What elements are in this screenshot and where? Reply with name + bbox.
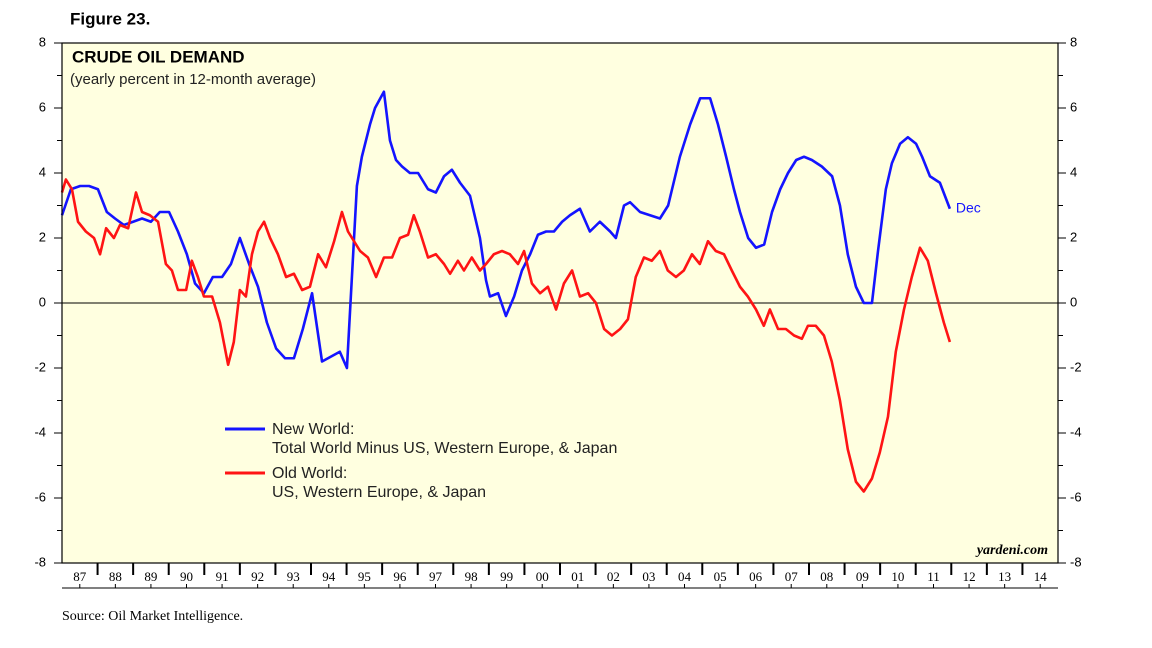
x-tick-label: 06 bbox=[749, 569, 763, 584]
x-tick-label: 90 bbox=[180, 569, 193, 584]
x-tick-label: 11 bbox=[927, 569, 940, 584]
source-note: Source: Oil Market Intelligence. bbox=[62, 609, 243, 624]
x-tick-label: 10 bbox=[891, 569, 904, 584]
legend-description: US, Western Europe, & Japan bbox=[272, 484, 486, 501]
chart-title: CRUDE OIL DEMAND bbox=[72, 47, 245, 66]
x-tick-label: 94 bbox=[322, 569, 336, 584]
y-tick-label: -6 bbox=[34, 489, 46, 504]
x-tick-label: 99 bbox=[500, 569, 513, 584]
y-tick-label: -4 bbox=[34, 424, 46, 439]
x-tick-label: 00 bbox=[536, 569, 549, 584]
y2-tick-label: 0 bbox=[1070, 294, 1077, 309]
y2-tick-label: 4 bbox=[1070, 164, 1077, 179]
y2-tick-label: 6 bbox=[1070, 99, 1077, 114]
y-tick-label: -2 bbox=[34, 359, 46, 374]
x-tick-label: 14 bbox=[1034, 569, 1048, 584]
y2-tick-label: -6 bbox=[1070, 489, 1082, 504]
y-tick-label: -8 bbox=[34, 554, 46, 569]
chart-subtitle: (yearly percent in 12-month average) bbox=[70, 71, 316, 88]
y2-tick-label: -8 bbox=[1070, 554, 1082, 569]
legend-label: New World: bbox=[272, 421, 354, 438]
y-tick-label: 6 bbox=[39, 99, 46, 114]
y-tick-label: 0 bbox=[39, 294, 46, 309]
annotation: Dec bbox=[956, 199, 981, 215]
x-tick-label: 02 bbox=[607, 569, 620, 584]
x-tick-label: 12 bbox=[963, 569, 976, 584]
y2-tick-label: -2 bbox=[1070, 359, 1082, 374]
x-tick-label: 87 bbox=[73, 569, 87, 584]
watermark: yardeni.com bbox=[975, 543, 1048, 558]
x-tick-label: 04 bbox=[678, 569, 692, 584]
x-tick-label: 91 bbox=[216, 569, 229, 584]
x-tick-label: 98 bbox=[465, 569, 478, 584]
legend-label: Old World: bbox=[272, 465, 347, 482]
x-tick-label: 07 bbox=[785, 569, 799, 584]
y-tick-label: 8 bbox=[39, 34, 46, 49]
x-tick-label: 97 bbox=[429, 569, 443, 584]
x-tick-label: 89 bbox=[144, 569, 157, 584]
y-tick-label: 2 bbox=[39, 229, 46, 244]
x-tick-label: 88 bbox=[109, 569, 122, 584]
x-tick-label: 96 bbox=[393, 569, 407, 584]
y-tick-label: 4 bbox=[39, 164, 46, 179]
y2-tick-label: 2 bbox=[1070, 229, 1077, 244]
x-tick-label: 09 bbox=[856, 569, 869, 584]
x-tick-label: 93 bbox=[287, 569, 300, 584]
legend-description: Total World Minus US, Western Europe, & … bbox=[272, 440, 617, 457]
x-tick-label: 13 bbox=[998, 569, 1011, 584]
series-line bbox=[60, 90, 952, 370]
series-line bbox=[60, 178, 952, 493]
y2-tick-label: 8 bbox=[1070, 34, 1077, 49]
y2-tick-label: -4 bbox=[1070, 424, 1082, 439]
x-tick-label: 05 bbox=[714, 569, 727, 584]
x-tick-label: 08 bbox=[820, 569, 833, 584]
x-tick-label: 01 bbox=[571, 569, 584, 584]
figure-label: Figure 23. bbox=[70, 9, 150, 28]
x-tick-label: 03 bbox=[642, 569, 655, 584]
plot: -8 -8-6 -6-4 -4-2 -20 02 24 46 68 887 88 89 90 91 92 93… bbox=[34, 34, 1082, 589]
plot-border bbox=[61, 42, 1059, 564]
x-tick-label: 95 bbox=[358, 569, 371, 584]
x-tick-label: 92 bbox=[251, 569, 264, 584]
